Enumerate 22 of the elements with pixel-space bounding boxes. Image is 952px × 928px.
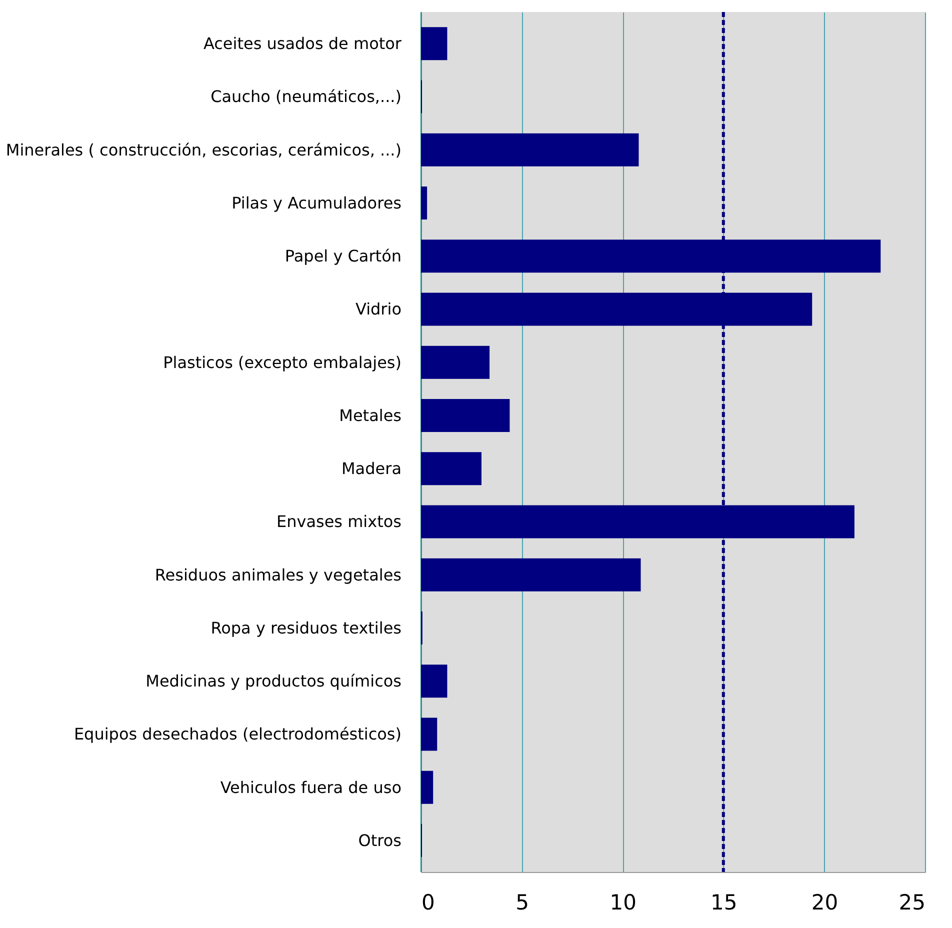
y-tick-label: Metales [339,406,402,425]
x-tick-label: 0 [422,890,435,914]
y-tick-label: Medicinas y productos químicos [146,672,402,691]
y-tick-label: Equipos desechados (electrodomésticos) [74,724,402,744]
y-tick-label: Vidrio [355,300,402,319]
y-tick-label: Minerales ( construcción, escorias, cerámicos, ...) [6,140,402,160]
y-tick-label: Pilas y Acumuladores [232,193,402,212]
y-tick-label: Vehiculos fuera de uso [220,778,402,797]
x-tick-label: 20 [811,890,838,914]
y-tick-label: Envases mixtos [276,512,402,532]
x-tick-label: 15 [710,890,738,914]
y-tick-label: Ropa y residuos textiles [210,618,402,638]
x-tick-label: 25 [898,890,926,914]
y-tick-label: Otros [358,830,402,850]
y-tick-label: Plasticos (excepto embalajes) [163,352,402,372]
y-tick-label: Papel y Cartón [284,246,402,266]
x-tick-label: 5 [516,890,529,914]
y-tick-label: Caucho (neumáticos,...) [210,87,402,106]
x-tick-label: 10 [610,890,636,914]
y-tick-label: Residuos animales y vegetales [154,565,402,584]
y-tick-label: Aceites usados de motor [203,34,402,54]
y-tick-label: Madera [342,459,402,478]
